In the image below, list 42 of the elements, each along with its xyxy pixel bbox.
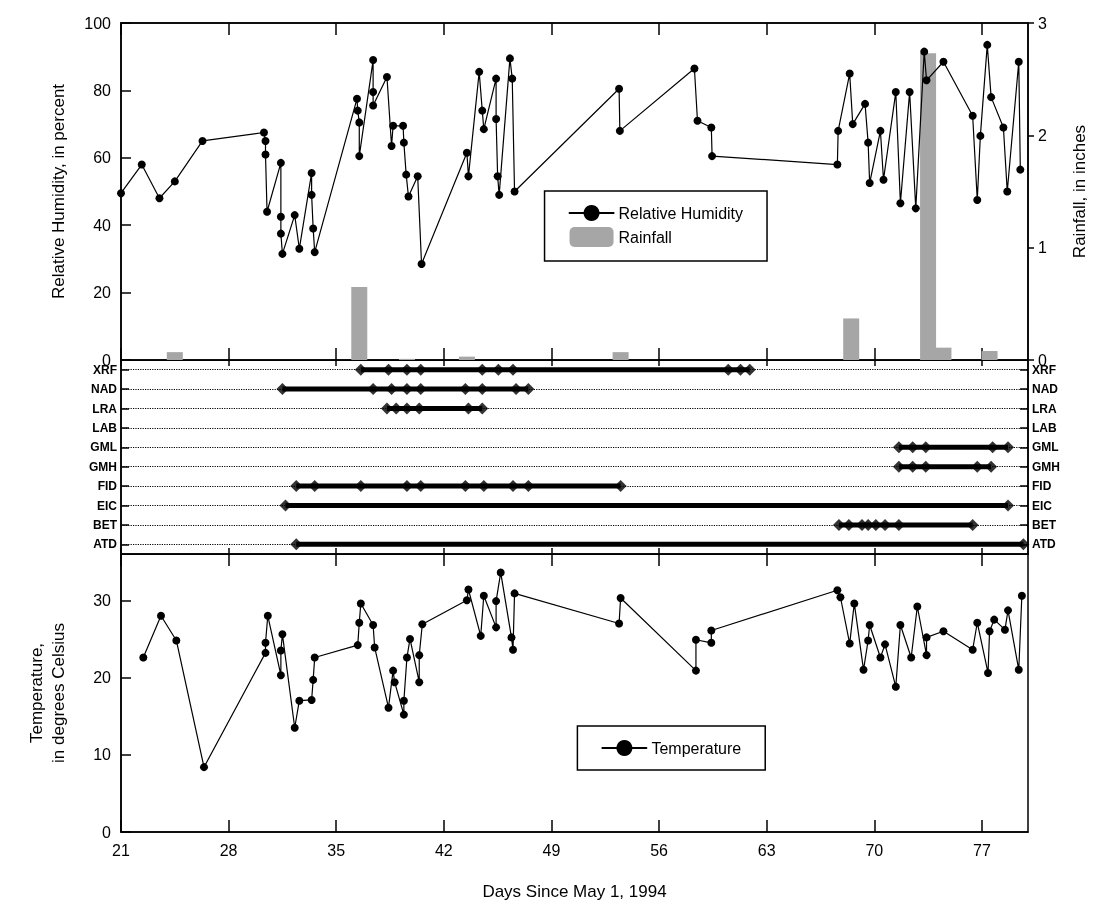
y-tick-label: 0: [102, 823, 112, 841]
x-tick-label: 35: [327, 841, 346, 859]
x-tick-label: 42: [434, 841, 453, 859]
x-tick-label: 70: [865, 841, 884, 859]
x-tick-label: 56: [650, 841, 669, 859]
x-tick-label: 28: [219, 841, 238, 859]
x-axis-title: Days Since May 1, 1994: [482, 881, 667, 901]
y-tick-label: ATD: [1032, 537, 1057, 552]
bar: [612, 352, 629, 360]
y-tick-label: 80: [93, 81, 112, 99]
y-tick-label: LRA: [1032, 401, 1057, 416]
y2-axis-title: Rainfall, in inches: [1069, 124, 1089, 259]
legend-label: Temperature: [651, 739, 742, 757]
bar: [843, 318, 860, 360]
y2-tick-label: 3: [1038, 14, 1047, 32]
y-tick-label: GML: [1032, 440, 1059, 455]
x-tick-label: 77: [972, 841, 991, 859]
bar: [981, 351, 998, 360]
y-tick-label: NAD: [1032, 382, 1059, 397]
y-tick-label: 100: [84, 14, 112, 32]
y-tick-label: 10: [93, 746, 112, 764]
y-tick-label: 40: [93, 216, 112, 234]
y-tick-label: 20: [93, 669, 112, 687]
y-tick-label: FID: [1032, 479, 1052, 494]
bar: [351, 286, 368, 360]
y-tick-label: LAB: [1032, 420, 1057, 435]
legend-label: Relative Humidity: [618, 204, 744, 222]
x-tick-label: 21: [112, 841, 130, 859]
y2-tick-label: 2: [1038, 126, 1047, 144]
y-tick-label: GMH: [1032, 459, 1060, 474]
y2-tick-label: 1: [1038, 239, 1047, 257]
y-tick-label: 60: [93, 149, 112, 167]
y-axis-title: Relative Humidity, in percent: [48, 83, 68, 300]
y-axis-title: Temperature, in degrees Celsius: [26, 623, 68, 763]
legend-label: Rainfall: [618, 228, 672, 246]
y-tick-label: 20: [93, 284, 112, 302]
y-tick-label: 30: [93, 591, 112, 609]
bar: [166, 352, 183, 360]
x-tick-label: 63: [757, 841, 776, 859]
y-tick-label: BET: [1032, 517, 1057, 532]
y-tick-label: EIC: [1032, 498, 1053, 513]
x-tick-label: 49: [542, 841, 561, 859]
